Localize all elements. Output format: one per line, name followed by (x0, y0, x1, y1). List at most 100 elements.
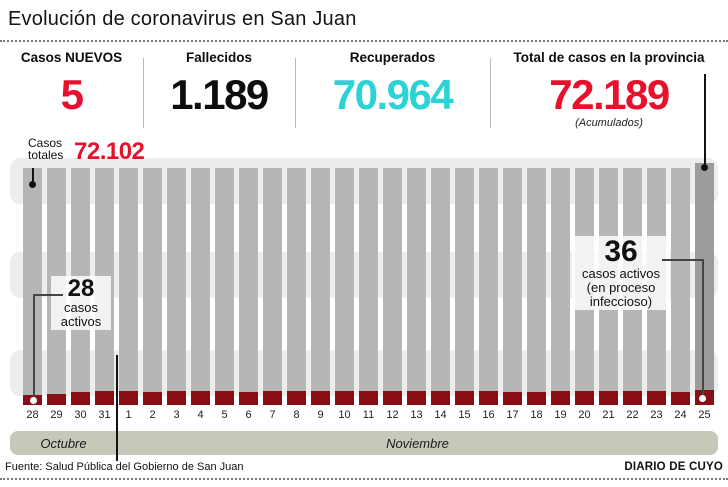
x-tick-label: 19 (554, 409, 567, 421)
total-cases-bar (215, 168, 234, 405)
x-tick-label: 21 (602, 409, 615, 421)
total-cases-bar (407, 168, 426, 405)
callout-36-dot (699, 395, 706, 402)
header-divider (0, 40, 728, 42)
x-tick-label: 15 (458, 409, 471, 421)
total-cases-bar (431, 168, 450, 405)
stat-divider (295, 58, 296, 128)
page-title: Evolución de coronavirus en San Juan (8, 8, 357, 30)
active-cases-segment (431, 391, 450, 405)
month-octubre: Octubre (10, 431, 117, 455)
x-tick-label: 25 (698, 409, 711, 421)
stat-casos-nuevos: Casos NUEVOS 5 (0, 50, 143, 117)
active-cases-segment (239, 392, 258, 405)
active-cases-segment (95, 391, 114, 405)
callout-36-leader-v (702, 259, 704, 400)
total-arrow-dot (701, 164, 708, 171)
first-bar-arrow-dot (29, 181, 36, 188)
active-cases-segment (263, 391, 282, 405)
x-tick-label: 28 (26, 409, 39, 421)
x-tick-label: 23 (650, 409, 663, 421)
first-bar-arrow-line (32, 168, 34, 184)
total-cases-bar (455, 168, 474, 405)
stat-value: 1.189 (170, 71, 269, 118)
callout-value: 36 (604, 235, 638, 268)
callout-line: infeccioso) (589, 294, 653, 309)
active-cases-segment (647, 391, 666, 405)
active-cases-segment (551, 391, 570, 405)
active-cases-segment (71, 392, 90, 405)
x-tick-label: 12 (386, 409, 399, 421)
x-tick-label: 3 (173, 409, 180, 421)
callout-line: casos activos (581, 266, 661, 281)
total-cases-bar (527, 168, 546, 405)
x-tick-label: 13 (410, 409, 423, 421)
x-tick-label: 5 (221, 409, 228, 421)
callout-28-activos: 28 casos activos (51, 276, 111, 330)
callout-28-dot (30, 397, 37, 404)
x-tick-label: 4 (197, 409, 204, 421)
total-cases-bar (119, 168, 138, 405)
callout-36-activos: 36 casos activos (en proceso infeccioso) (572, 236, 670, 310)
active-cases-segment (191, 391, 210, 405)
total-cases-bar (551, 168, 570, 405)
callout-line: casos (64, 300, 98, 315)
x-tick-label: 20 (578, 409, 591, 421)
active-cases-segment (359, 391, 378, 405)
active-cases-segment (407, 391, 426, 405)
x-tick-label: 2 (149, 409, 156, 421)
x-tick-label: 22 (626, 409, 639, 421)
stat-recuperados: Recuperados 70.964 (295, 50, 490, 117)
total-cases-bar (287, 168, 306, 405)
x-tick-label: 14 (434, 409, 447, 421)
active-cases-segment (47, 394, 66, 405)
total-cases-bar (143, 168, 162, 405)
active-cases-segment (311, 391, 330, 405)
footer-divider (0, 478, 728, 480)
source-credit: Fuente: Salud Pública del Gobierno de Sa… (5, 461, 244, 473)
brand-credit: DIARIO DE CUYO (624, 461, 723, 473)
casos-totales-label: Casos totales (28, 137, 63, 161)
total-cases-bar (239, 168, 258, 405)
callout-line: (en proceso (586, 280, 656, 295)
stat-value: 70.964 (332, 71, 454, 118)
x-tick-label: 17 (506, 409, 519, 421)
casos-totales-line2: totales (28, 148, 64, 162)
active-cases-segment (527, 392, 546, 405)
total-cases-bar (695, 163, 714, 405)
stat-label: Recuperados (349, 50, 436, 65)
total-cases-bar (191, 168, 210, 405)
total-cases-bar (359, 168, 378, 405)
total-cases-bar (383, 168, 402, 405)
active-cases-segment (167, 391, 186, 405)
stat-label: Casos NUEVOS (20, 50, 123, 65)
total-cases-bar (167, 168, 186, 405)
bars (23, 163, 723, 405)
x-tick-label: 31 (98, 409, 111, 421)
callout-28-leader-h (33, 294, 63, 296)
casos-totales-line1: Casos (28, 136, 63, 150)
stat-value: 72.189 (549, 71, 670, 118)
x-tick-label: 18 (530, 409, 543, 421)
stat-note: (Acumulados) (575, 117, 643, 129)
x-tick-label: 8 (293, 409, 300, 421)
active-cases-segment (503, 392, 522, 405)
stat-divider (490, 58, 491, 128)
x-tick-label: 11 (362, 409, 375, 421)
x-tick-label: 16 (482, 409, 495, 421)
x-tick-label: 6 (245, 409, 252, 421)
total-cases-bar (671, 168, 690, 405)
callout-value: 28 (67, 275, 95, 302)
total-cases-bar (335, 168, 354, 405)
x-tick-label: 1 (125, 409, 132, 421)
active-cases-segment (599, 391, 618, 405)
casos-totales-value: 72.102 (74, 138, 145, 165)
x-tick-label: 7 (269, 409, 276, 421)
callout-36-leader-h (662, 259, 703, 261)
month-noviembre: Noviembre (117, 431, 718, 455)
callout-28-leader-v (33, 294, 35, 402)
active-cases-segment (671, 392, 690, 405)
active-cases-segment (623, 391, 642, 405)
active-cases-segment (119, 391, 138, 405)
